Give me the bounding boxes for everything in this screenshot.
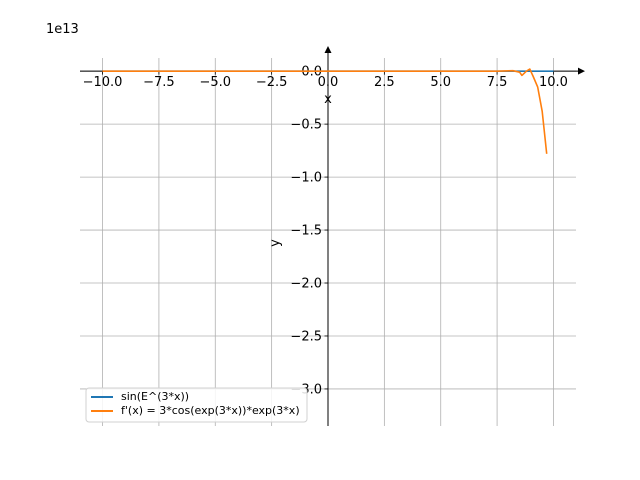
- series: [102, 68, 554, 154]
- x-tick-label-2: −5.0: [199, 75, 231, 90]
- y-offset-label: 1e13: [46, 22, 79, 37]
- x-tick-label-0: −10.0: [83, 75, 123, 90]
- axes: [80, 46, 585, 426]
- y-tick-label-2: −1.0: [290, 171, 322, 186]
- legend-label-series-0: sin(E^(3*x)): [121, 390, 189, 403]
- legend: sin(E^(3*x)) f'(x) = 3*cos(exp(3*x))*exp…: [85, 387, 308, 423]
- y-tick-label-5: −2.5: [290, 329, 322, 344]
- x-tick-label-3: −2.5: [256, 75, 288, 90]
- legend-label-series-1: f'(x) = 3*cos(exp(3*x))*exp(3*x): [121, 404, 300, 417]
- x-axis-label: x: [324, 92, 332, 107]
- x-tick-label-7: 7.5: [487, 75, 508, 90]
- series-line-1: [102, 68, 548, 154]
- y-tick-label-0: 0.0: [301, 65, 322, 80]
- x-tick-label-1: −7.5: [143, 75, 175, 90]
- legend-box: [85, 387, 308, 423]
- y-tick-label-4: −2.0: [290, 277, 322, 292]
- y-axis-label: y: [268, 239, 283, 247]
- y-tick-label-1: −0.5: [290, 118, 322, 133]
- x-tick-label-8: 10.0: [539, 75, 568, 90]
- x-tick-label-4: 0.0: [318, 75, 339, 90]
- x-tick-label-6: 5.0: [430, 75, 451, 90]
- y-tick-label-3: −1.5: [290, 224, 322, 239]
- ticks: −10.0 −7.5 −5.0 −2.5 0.0 2.5 5.0 7.5 10.0 0.0 −0.5…: [83, 65, 568, 398]
- x-axis-arrow-icon: [578, 67, 585, 75]
- x-tick-label-5: 2.5: [374, 75, 395, 90]
- y-axis-arrow-icon: [324, 46, 332, 53]
